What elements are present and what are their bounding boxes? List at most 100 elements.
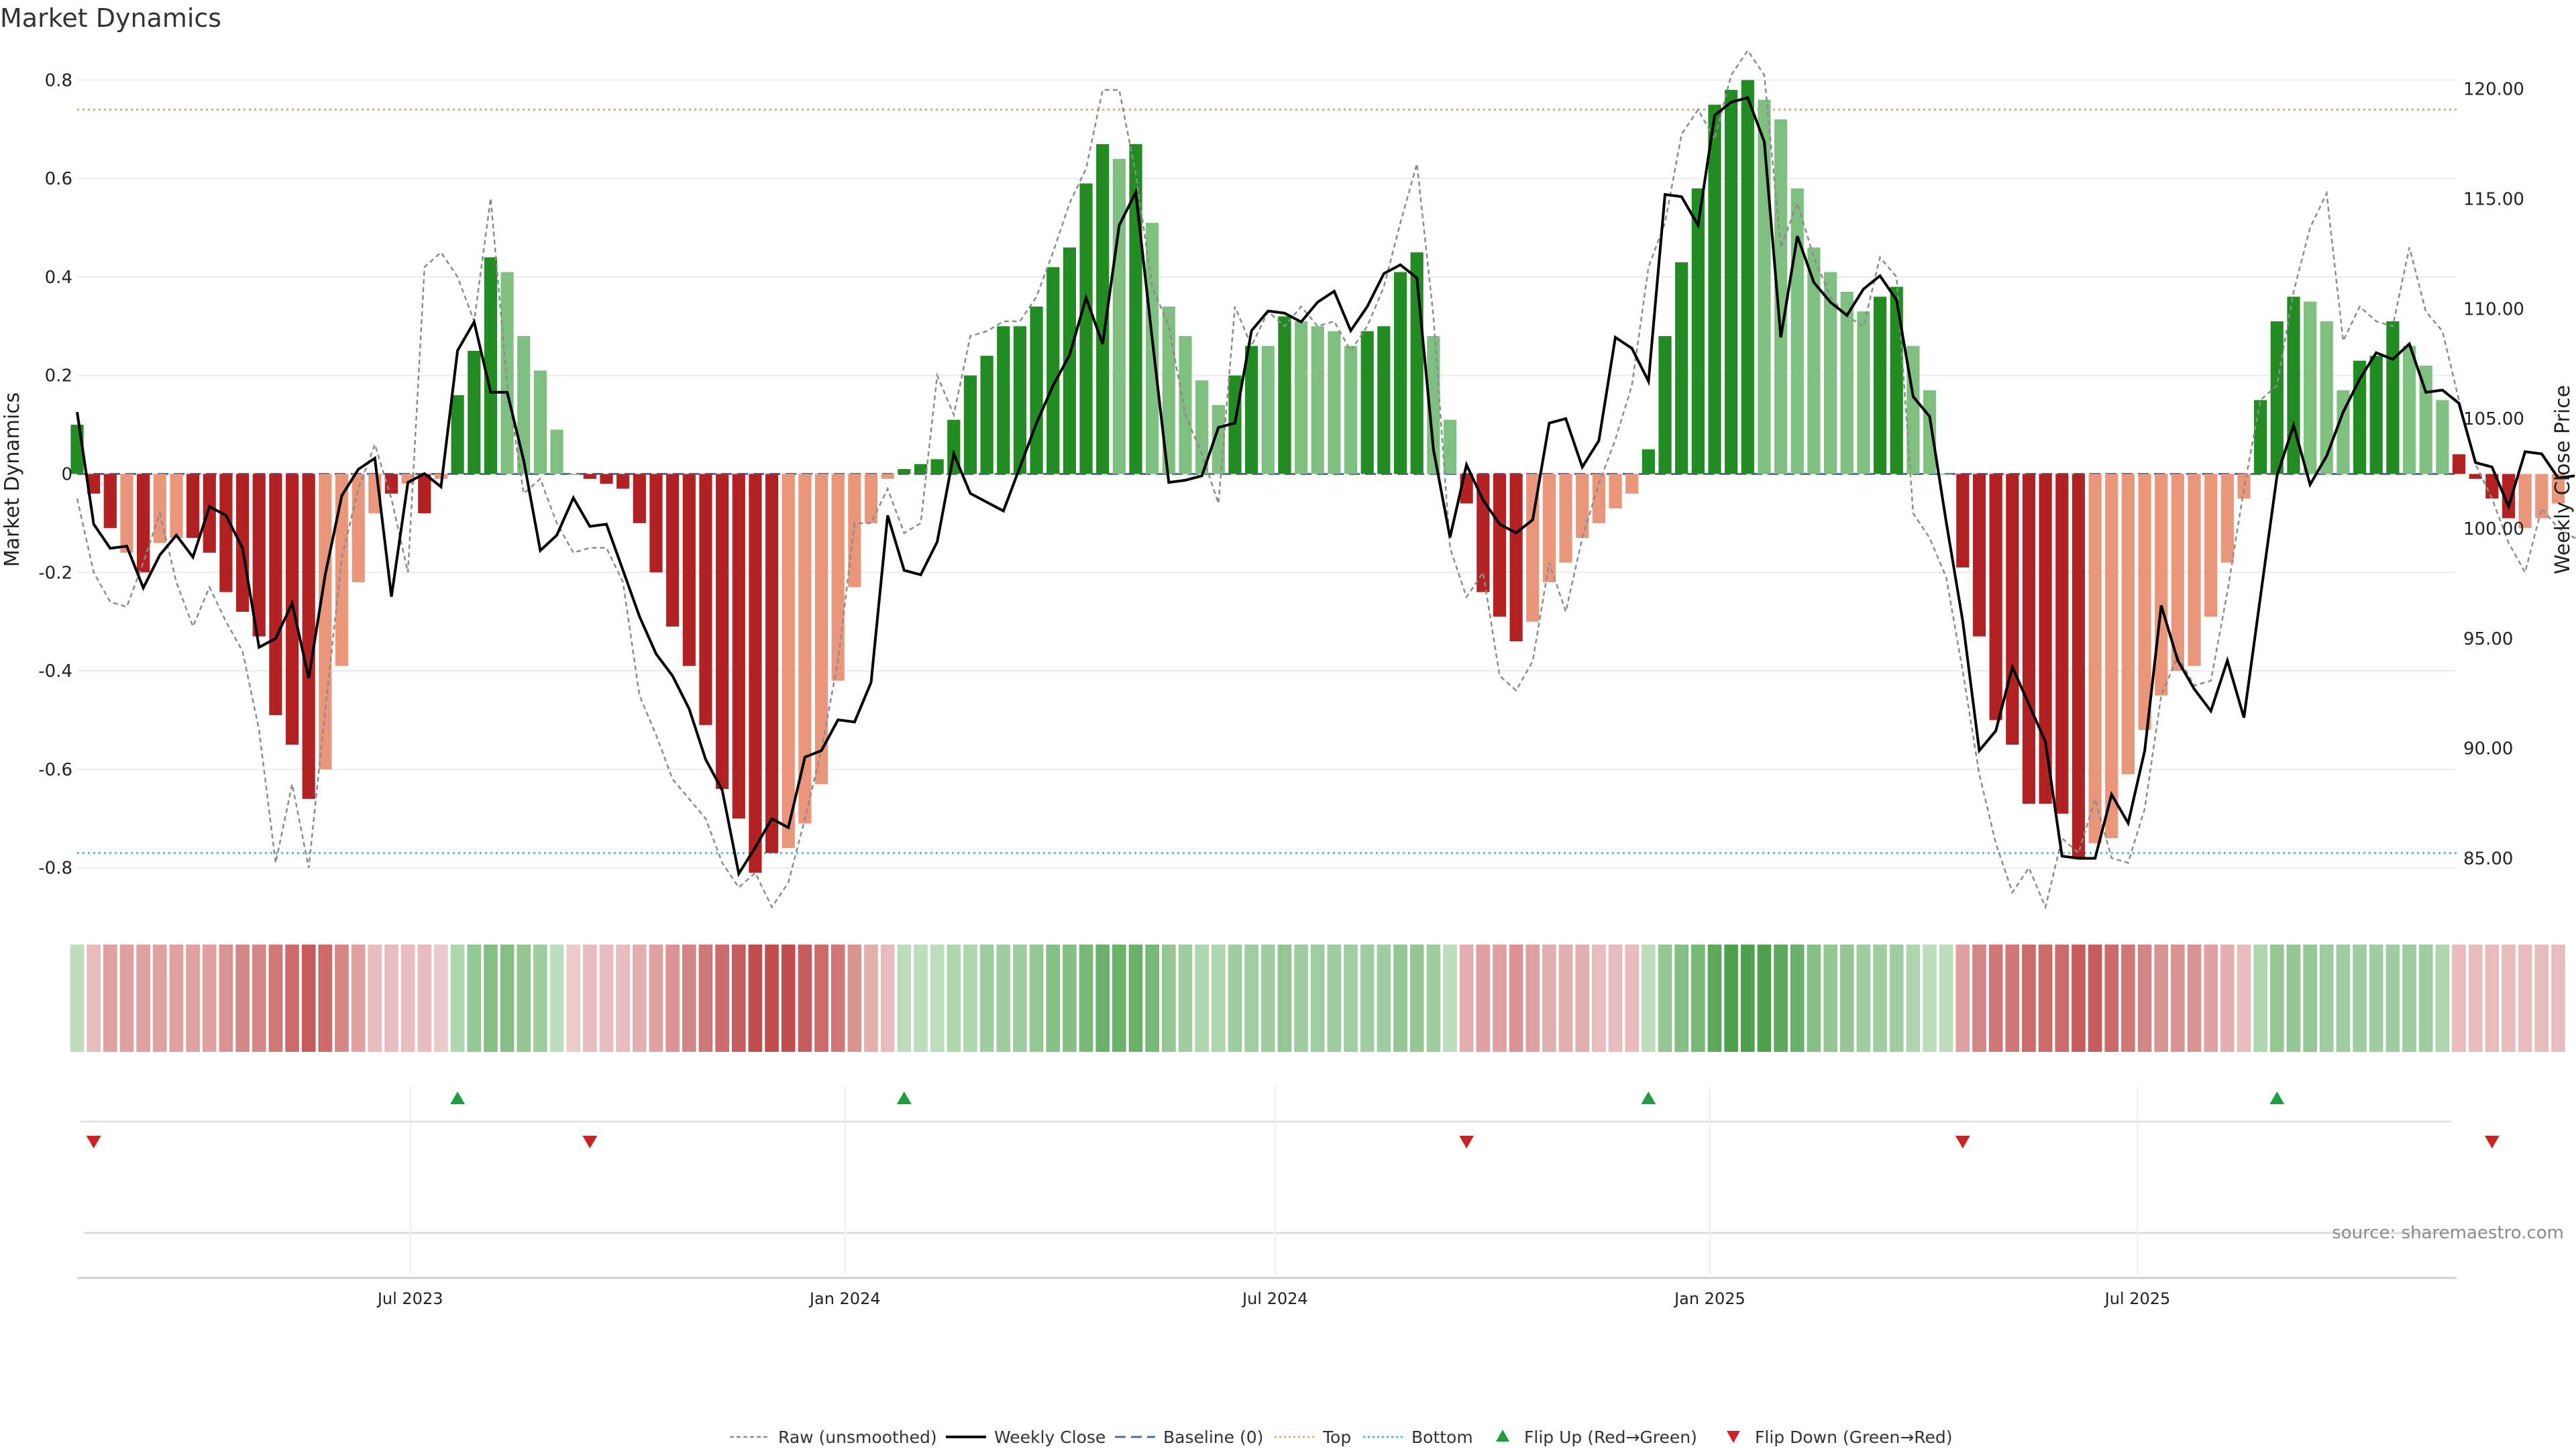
bar (335, 474, 349, 666)
bar (848, 474, 861, 588)
bar (2220, 474, 2234, 563)
heat-cell (2187, 945, 2202, 1052)
bar (1393, 272, 1407, 474)
heat-cell (1095, 945, 1110, 1052)
bar (881, 474, 894, 479)
heat-cell (1690, 945, 1705, 1052)
bar (302, 474, 315, 799)
raw-unsmoothed-line (76, 49, 2576, 910)
heat-cell (1923, 945, 1937, 1052)
bar (1642, 449, 1655, 474)
heat-strip (70, 945, 2565, 1052)
bar (2402, 345, 2416, 474)
bar (1013, 326, 1027, 474)
left-tick-label-1: 0.6 (45, 169, 72, 189)
heat-cell (1955, 945, 1970, 1052)
heat-cell (1128, 945, 1143, 1052)
bar (517, 335, 531, 474)
heat-cell (1674, 945, 1688, 1052)
bar (914, 464, 928, 474)
left-tick-label-7: -0.6 (38, 760, 72, 780)
bar (831, 474, 845, 681)
bar (2369, 356, 2383, 474)
bar (1939, 474, 1953, 475)
heat-cell (1972, 945, 1986, 1052)
heat-cell (864, 945, 878, 1052)
bar (87, 474, 101, 494)
heat-cell (2485, 945, 2500, 1052)
bar (616, 474, 630, 489)
bar (1244, 345, 1258, 474)
bar (2188, 474, 2201, 666)
bar (2006, 474, 2019, 745)
right-tick-label-5: 95.00 (2463, 629, 2513, 649)
bar (235, 474, 250, 612)
bar (2502, 474, 2516, 519)
heat-cell (2154, 945, 2169, 1052)
bar (2518, 474, 2532, 529)
heat-cell (136, 945, 150, 1052)
heat-cell (1046, 945, 1061, 1052)
bar (352, 474, 365, 582)
heat-cell (2005, 945, 2020, 1052)
heat-cell (2171, 945, 2185, 1052)
bar (252, 474, 266, 637)
bar (1344, 345, 1358, 474)
bar (418, 474, 431, 514)
right-tick-label-2: 110.00 (2463, 299, 2524, 319)
bar (137, 474, 150, 573)
flip-up-marker (1641, 1091, 1656, 1104)
right-tick-label-0: 120.00 (2463, 80, 2524, 100)
heat-cell (301, 945, 316, 1052)
bar (1691, 188, 1705, 474)
bar (319, 474, 332, 769)
bar (2088, 474, 2102, 843)
heat-cell (2022, 945, 2036, 1052)
heat-cell (2435, 945, 2450, 1052)
heat-cell (1525, 945, 1540, 1052)
bar (384, 474, 398, 494)
heat-cell (1939, 945, 1953, 1052)
bar (1956, 474, 1970, 568)
heat-cell (517, 945, 531, 1052)
heat-cell (1459, 945, 1474, 1052)
bar (2022, 474, 2036, 804)
bar (170, 474, 183, 538)
source-note: source: sharemaestro.com (2332, 1223, 2564, 1243)
legend-flip-down-marker (1727, 1431, 1740, 1443)
heat-cell (70, 945, 85, 1052)
heat-cell (1063, 945, 1077, 1052)
bar (2353, 360, 2367, 474)
heat-cell (1161, 945, 1176, 1052)
heat-cell (549, 945, 564, 1052)
heat-cell (2502, 945, 2516, 1052)
bar (682, 474, 696, 666)
lower-panel (77, 1232, 2457, 1279)
bar (1294, 321, 1308, 474)
heat-cell (2452, 945, 2466, 1052)
legend-raw-label: Raw (unsmoothed) (778, 1428, 937, 1447)
heat-cell (2038, 945, 2053, 1052)
bar (1972, 474, 1986, 637)
heat-cell (1509, 945, 1523, 1052)
x-tick-label-2: Jul 2024 (1241, 1289, 1308, 1308)
chart-title: Market Dynamics (0, 3, 221, 33)
heat-cell (2518, 945, 2532, 1052)
bar (732, 474, 745, 819)
bar (269, 474, 282, 716)
right-tick-label-4: 100.00 (2463, 519, 2524, 539)
bar (1311, 326, 1324, 474)
left-tick-label-2: 0.4 (45, 268, 72, 288)
bar (1890, 286, 1903, 474)
heat-cell (698, 945, 713, 1052)
bar (2436, 400, 2449, 474)
bar (2204, 474, 2218, 617)
bar (2386, 321, 2400, 474)
heat-cell (914, 945, 928, 1052)
bar (1576, 474, 1589, 538)
bar (2485, 474, 2499, 499)
left-tick-label-6: -0.4 (38, 661, 72, 682)
heat-cell (665, 945, 680, 1052)
heat-cell (996, 945, 1011, 1052)
heat-cell (682, 945, 696, 1052)
